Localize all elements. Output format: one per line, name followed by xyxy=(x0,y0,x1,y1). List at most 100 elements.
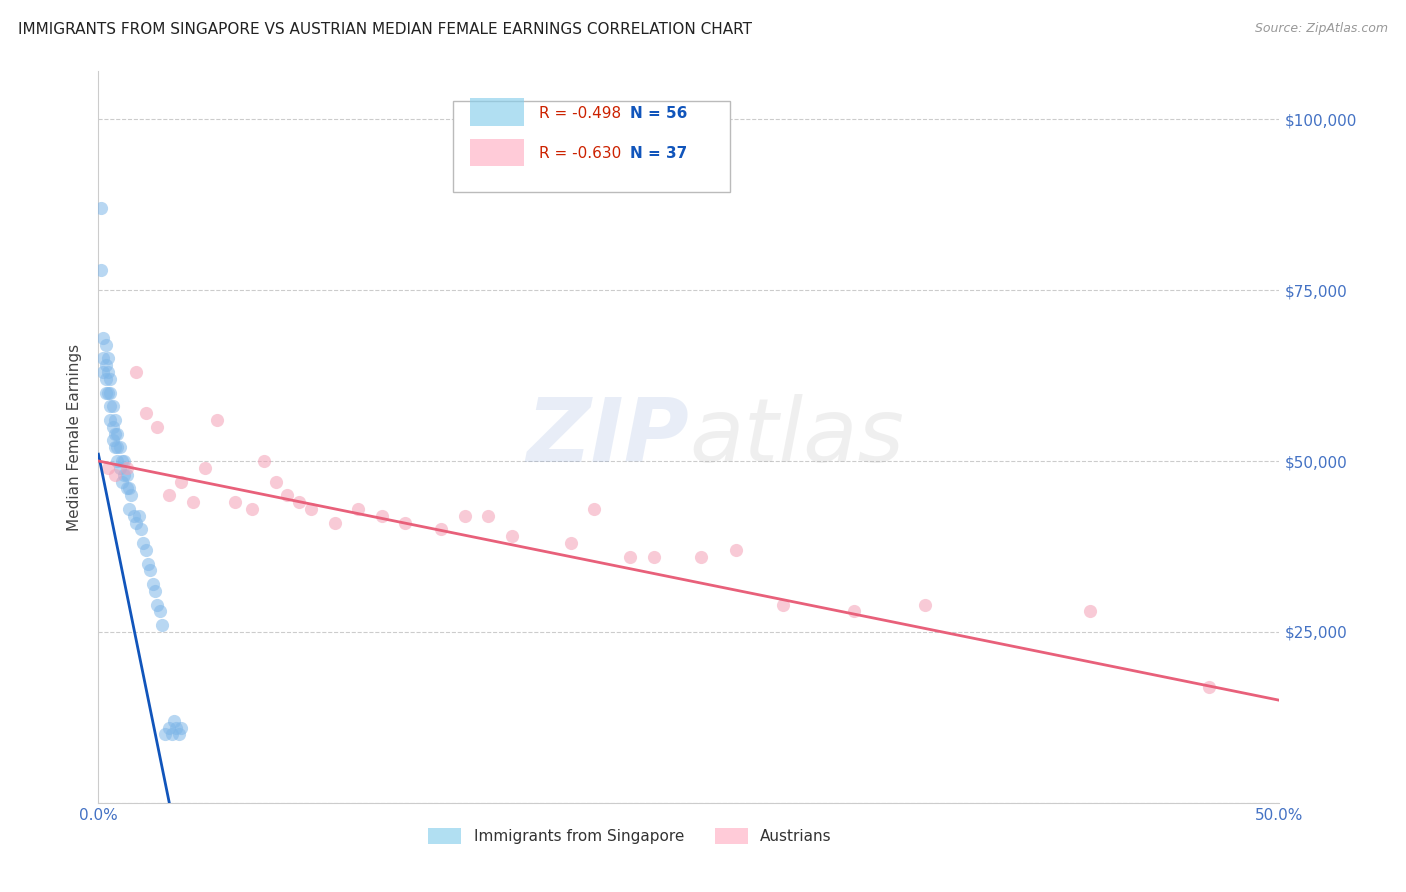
Point xyxy=(146,420,169,434)
Point xyxy=(91,331,114,345)
Point xyxy=(105,426,128,441)
Point xyxy=(224,495,246,509)
Point xyxy=(240,501,263,516)
Point xyxy=(394,516,416,530)
Point xyxy=(136,557,159,571)
FancyBboxPatch shape xyxy=(471,98,523,127)
Point xyxy=(150,618,173,632)
Point xyxy=(101,400,124,414)
Text: ZIP: ZIP xyxy=(526,393,689,481)
Point xyxy=(94,338,117,352)
Point xyxy=(160,727,183,741)
Point xyxy=(157,721,180,735)
Point xyxy=(105,440,128,454)
Point xyxy=(619,549,641,564)
Point xyxy=(97,351,120,366)
Legend: Immigrants from Singapore, Austrians: Immigrants from Singapore, Austrians xyxy=(422,822,838,850)
Point xyxy=(94,372,117,386)
Point xyxy=(1080,604,1102,618)
Point xyxy=(118,481,141,495)
Point xyxy=(181,495,204,509)
Text: atlas: atlas xyxy=(689,394,904,480)
Point xyxy=(97,460,120,475)
Point xyxy=(299,501,322,516)
Point xyxy=(94,385,117,400)
FancyBboxPatch shape xyxy=(471,138,523,167)
Point xyxy=(844,604,866,618)
Point xyxy=(115,460,138,475)
Point xyxy=(560,536,582,550)
Point xyxy=(135,406,157,420)
Point xyxy=(91,351,114,366)
Point xyxy=(276,488,298,502)
Point xyxy=(104,467,127,482)
Point xyxy=(121,488,143,502)
Point xyxy=(583,501,606,516)
Point xyxy=(157,488,180,502)
Point xyxy=(115,481,138,495)
Point xyxy=(194,460,217,475)
Point xyxy=(170,475,193,489)
Point xyxy=(111,454,134,468)
Point xyxy=(118,501,141,516)
Point xyxy=(205,413,228,427)
Point xyxy=(501,529,523,543)
Point xyxy=(142,577,165,591)
Point xyxy=(125,365,148,379)
Point xyxy=(90,262,112,277)
Point xyxy=(430,522,453,536)
Text: N = 37: N = 37 xyxy=(630,145,688,161)
Point xyxy=(98,413,121,427)
Point xyxy=(643,549,665,564)
Point xyxy=(143,583,166,598)
Point xyxy=(371,508,394,523)
Point xyxy=(149,604,172,618)
Point xyxy=(94,359,117,373)
Point xyxy=(323,516,346,530)
Point xyxy=(98,400,121,414)
FancyBboxPatch shape xyxy=(453,101,730,192)
Text: N = 56: N = 56 xyxy=(630,105,688,120)
Point xyxy=(165,721,187,735)
Text: R = -0.630: R = -0.630 xyxy=(538,145,621,161)
Point xyxy=(115,467,138,482)
Point xyxy=(104,413,127,427)
Point xyxy=(139,563,162,577)
Point xyxy=(725,542,748,557)
Text: R = -0.498: R = -0.498 xyxy=(538,105,621,120)
Y-axis label: Median Female Earnings: Median Female Earnings xyxy=(67,343,83,531)
Point xyxy=(97,365,120,379)
Point xyxy=(477,508,499,523)
Point xyxy=(101,420,124,434)
Point xyxy=(101,434,124,448)
Point xyxy=(453,508,475,523)
Point xyxy=(264,475,287,489)
Point xyxy=(90,201,112,215)
Point xyxy=(146,598,169,612)
Point xyxy=(914,598,936,612)
Point xyxy=(135,542,157,557)
Point xyxy=(288,495,311,509)
Point xyxy=(129,522,152,536)
Point xyxy=(153,727,176,741)
Point xyxy=(97,385,120,400)
Text: Source: ZipAtlas.com: Source: ZipAtlas.com xyxy=(1254,22,1388,36)
Point xyxy=(98,385,121,400)
Point xyxy=(132,536,155,550)
Point xyxy=(91,365,114,379)
Point xyxy=(163,714,186,728)
Point xyxy=(112,467,135,482)
Text: IMMIGRANTS FROM SINGAPORE VS AUSTRIAN MEDIAN FEMALE EARNINGS CORRELATION CHART: IMMIGRANTS FROM SINGAPORE VS AUSTRIAN ME… xyxy=(18,22,752,37)
Point xyxy=(108,460,131,475)
Point xyxy=(772,598,794,612)
Point xyxy=(111,475,134,489)
Point xyxy=(112,454,135,468)
Point xyxy=(128,508,150,523)
Point xyxy=(689,549,711,564)
Point xyxy=(253,454,276,468)
Point xyxy=(167,727,190,741)
Point xyxy=(104,426,127,441)
Point xyxy=(98,372,121,386)
Point xyxy=(122,508,145,523)
Point xyxy=(108,440,131,454)
